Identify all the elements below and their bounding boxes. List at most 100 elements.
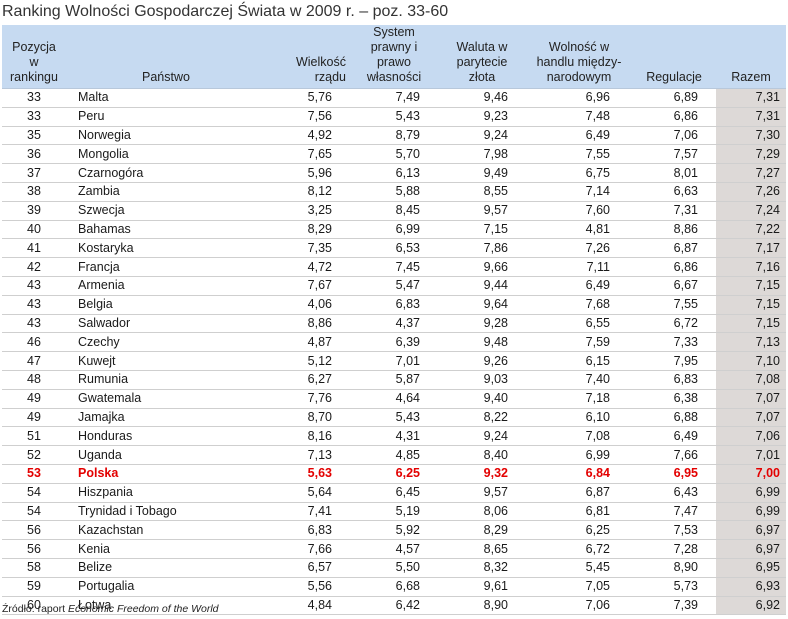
header-total: Razem: [716, 25, 786, 89]
cell-legal-system: 4,37: [350, 314, 438, 334]
cell-total: 7,26: [716, 182, 786, 202]
cell-trade-freedom: 7,48: [526, 107, 632, 127]
cell-trade-freedom: 6,72: [526, 539, 632, 559]
cell-country: Francja: [66, 257, 266, 277]
cell-total: 7,01: [716, 445, 786, 465]
cell-government-size: 5,64: [266, 483, 350, 503]
cell-government-size: 6,83: [266, 520, 350, 541]
cell-rank: 33: [2, 107, 66, 127]
cell-sound-money: 9,48: [438, 332, 526, 353]
cell-regulation: 6,95: [632, 464, 716, 484]
cell-government-size: 7,13: [266, 445, 350, 465]
cell-rank: 47: [2, 351, 66, 371]
cell-regulation: 8,90: [632, 558, 716, 578]
cell-country: Salwador: [66, 314, 266, 334]
cell-trade-freedom: 6,15: [526, 351, 632, 371]
cell-total: 7,08: [716, 370, 786, 390]
cell-total: 6,95: [716, 558, 786, 578]
table-row: 42 Francja 4,72 7,45 9,66 7,11 6,86 7,16: [2, 257, 786, 277]
cell-country: Rumunia: [66, 370, 266, 390]
cell-total: 7,29: [716, 144, 786, 165]
cell-sound-money: 8,90: [438, 596, 526, 616]
cell-country: Portugalia: [66, 577, 266, 597]
cell-government-size: 8,12: [266, 182, 350, 202]
table-row: 41 Kostaryka 7,35 6,53 7,86 7,26 6,87 7,17: [2, 238, 786, 259]
cell-regulation: 5,73: [632, 577, 716, 597]
cell-rank: 60: [2, 596, 66, 616]
cell-government-size: 4,92: [266, 126, 350, 146]
cell-trade-freedom: 4,81: [526, 220, 632, 240]
cell-trade-freedom: 7,11: [526, 257, 632, 277]
cell-government-size: 7,41: [266, 502, 350, 522]
header-regulation: Regulacje: [632, 25, 716, 89]
table-body: 33 Malta 5,76 7,49 9,46 6,96 6,89 7,31 33 Peru 7,5…: [2, 88, 786, 616]
cell-rank: 33: [2, 88, 66, 108]
table-row: 33 Malta 5,76 7,49 9,46 6,96 6,89 7,31: [2, 88, 786, 108]
cell-total: 6,99: [716, 483, 786, 503]
table-row: 37 Czarnogóra 5,96 6,13 9,49 6,75 8,01 7,27: [2, 163, 786, 183]
cell-country: Belgia: [66, 295, 266, 315]
cell-rank: 36: [2, 144, 66, 165]
cell-country: Czechy: [66, 332, 266, 353]
cell-sound-money: 9,57: [438, 201, 526, 221]
cell-rank: 42: [2, 257, 66, 277]
cell-rank: 51: [2, 426, 66, 447]
cell-country: Mongolia: [66, 144, 266, 165]
cell-sound-money: 9,28: [438, 314, 526, 334]
cell-government-size: 5,76: [266, 88, 350, 108]
table-row: 47 Kuwejt 5,12 7,01 9,26 6,15 7,95 7,10: [2, 351, 786, 371]
cell-total: 7,16: [716, 257, 786, 277]
source-prefix: Źródło: raport: [2, 603, 68, 615]
cell-sound-money: 7,98: [438, 144, 526, 165]
cell-trade-freedom: 7,06: [526, 596, 632, 616]
cell-legal-system: 7,49: [350, 88, 438, 108]
table-row: 43 Salwador 8,86 4,37 9,28 6,55 6,72 7,15: [2, 314, 786, 334]
cell-trade-freedom: 6,96: [526, 88, 632, 108]
cell-rank: 35: [2, 126, 66, 146]
table-row: 36 Mongolia 7,65 5,70 7,98 7,55 7,57 7,29: [2, 144, 786, 165]
cell-legal-system: 6,68: [350, 577, 438, 597]
source-report-title: Economic Freedom of the World: [67, 603, 219, 615]
cell-total: 7,06: [716, 426, 786, 447]
cell-trade-freedom: 6,49: [526, 126, 632, 146]
cell-rank: 56: [2, 520, 66, 541]
cell-total: 7,15: [716, 295, 786, 315]
cell-regulation: 7,53: [632, 520, 716, 541]
cell-total: 7,24: [716, 201, 786, 221]
cell-legal-system: 6,83: [350, 295, 438, 315]
cell-legal-system: 5,43: [350, 408, 438, 428]
cell-trade-freedom: 7,59: [526, 332, 632, 353]
cell-legal-system: 6,99: [350, 220, 438, 240]
cell-rank: 49: [2, 389, 66, 409]
cell-government-size: 5,56: [266, 577, 350, 597]
cell-country: Bahamas: [66, 220, 266, 240]
cell-sound-money: 9,61: [438, 577, 526, 597]
cell-sound-money: 8,65: [438, 539, 526, 559]
cell-regulation: 7,33: [632, 332, 716, 353]
cell-government-size: 4,87: [266, 332, 350, 353]
cell-government-size: 8,29: [266, 220, 350, 240]
table-row: 43 Belgia 4,06 6,83 9,64 7,68 7,55 7,15: [2, 295, 786, 315]
cell-country: Trynidad i Tobago: [66, 502, 266, 522]
cell-government-size: 8,16: [266, 426, 350, 447]
table-title: Ranking Wolności Gospodarczej Świata w 2…: [2, 3, 449, 20]
table-row: 56 Kenia 7,66 4,57 8,65 6,72 7,28 6,97: [2, 539, 786, 559]
cell-rank: 54: [2, 502, 66, 522]
cell-rank: 48: [2, 370, 66, 390]
cell-trade-freedom: 7,26: [526, 238, 632, 259]
cell-government-size: 8,70: [266, 408, 350, 428]
cell-government-size: 7,76: [266, 389, 350, 409]
cell-regulation: 6,88: [632, 408, 716, 428]
cell-rank: 46: [2, 332, 66, 353]
ranking-table: Pozycja w rankingu Państwo Wielkość rząd…: [2, 25, 786, 616]
header-country: Państwo: [66, 25, 266, 89]
cell-government-size: 7,56: [266, 107, 350, 127]
header-legal-system: System prawny i prawo własności: [350, 25, 438, 89]
cell-total: 6,97: [716, 520, 786, 541]
cell-total: 7,10: [716, 351, 786, 371]
cell-sound-money: 9,26: [438, 351, 526, 371]
cell-total: 6,93: [716, 577, 786, 597]
cell-regulation: 7,66: [632, 445, 716, 465]
cell-regulation: 6,38: [632, 389, 716, 409]
cell-regulation: 6,83: [632, 370, 716, 390]
